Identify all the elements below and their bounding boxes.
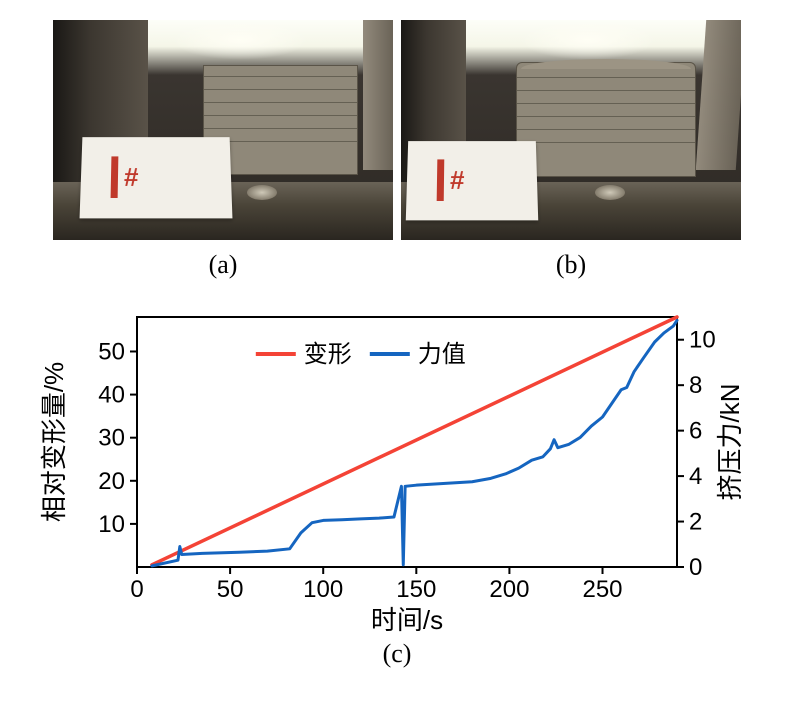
svg-text:8: 8 bbox=[689, 372, 702, 399]
chart-c: 0 50 100 150 200 250 时间/s 10 20 30 40 50 相对变形量/% 0 2 4 6… bbox=[37, 305, 757, 635]
photo-a: # bbox=[53, 20, 393, 240]
chart-svg: 0 50 100 150 200 250 时间/s 10 20 30 40 50 相对变形量/% 0 2 4 6… bbox=[37, 305, 757, 635]
photo-b: # bbox=[401, 20, 741, 240]
svg-text:相对变形量/%: 相对变形量/% bbox=[39, 362, 69, 522]
photo-b-cell-lines bbox=[517, 77, 695, 155]
svg-text:4: 4 bbox=[689, 463, 702, 490]
svg-text:0: 0 bbox=[689, 554, 702, 581]
photo-b-container: # (b) bbox=[401, 20, 741, 280]
photo-b-glare bbox=[520, 20, 656, 60]
subfig-b-label: (b) bbox=[556, 250, 586, 280]
photo-a-glare bbox=[172, 20, 308, 60]
svg-text:100: 100 bbox=[303, 576, 343, 603]
svg-text:50: 50 bbox=[98, 338, 125, 365]
svg-text:250: 250 bbox=[582, 576, 622, 603]
subfig-c-label: (c) bbox=[0, 639, 794, 669]
svg-text:挤压力/kN: 挤压力/kN bbox=[715, 383, 745, 500]
svg-text:10: 10 bbox=[689, 327, 716, 354]
svg-text:0: 0 bbox=[130, 576, 143, 603]
photo-b-label-hash: # bbox=[450, 165, 465, 196]
photo-row: # (a) # (b) bbox=[0, 0, 794, 280]
photo-b-label-card: # bbox=[406, 141, 538, 220]
svg-text:力值: 力值 bbox=[418, 341, 466, 368]
subfig-a-label: (a) bbox=[209, 250, 238, 280]
photo-b-knob bbox=[595, 185, 625, 200]
svg-text:2: 2 bbox=[689, 509, 702, 536]
photo-b-cell bbox=[516, 62, 696, 177]
photo-a-label-bar bbox=[111, 156, 119, 198]
photo-a-label-card: # bbox=[80, 137, 233, 218]
svg-text:200: 200 bbox=[489, 576, 529, 603]
svg-text:40: 40 bbox=[98, 382, 125, 409]
svg-text:50: 50 bbox=[217, 576, 244, 603]
photo-a-container: # (a) bbox=[53, 20, 393, 280]
photo-a-label-hash: # bbox=[124, 162, 139, 193]
svg-text:6: 6 bbox=[689, 418, 702, 445]
svg-text:20: 20 bbox=[98, 468, 125, 495]
photo-b-cell-bulge bbox=[521, 59, 691, 69]
svg-text:30: 30 bbox=[98, 425, 125, 452]
photo-a-press-right bbox=[363, 20, 393, 170]
svg-text:变形: 变形 bbox=[304, 341, 352, 368]
svg-text:时间/s: 时间/s bbox=[371, 605, 443, 635]
photo-b-label-bar bbox=[437, 159, 445, 201]
photo-b-press-right bbox=[696, 20, 741, 170]
svg-text:150: 150 bbox=[396, 576, 436, 603]
svg-text:10: 10 bbox=[98, 511, 125, 538]
photo-a-knob bbox=[247, 185, 277, 200]
